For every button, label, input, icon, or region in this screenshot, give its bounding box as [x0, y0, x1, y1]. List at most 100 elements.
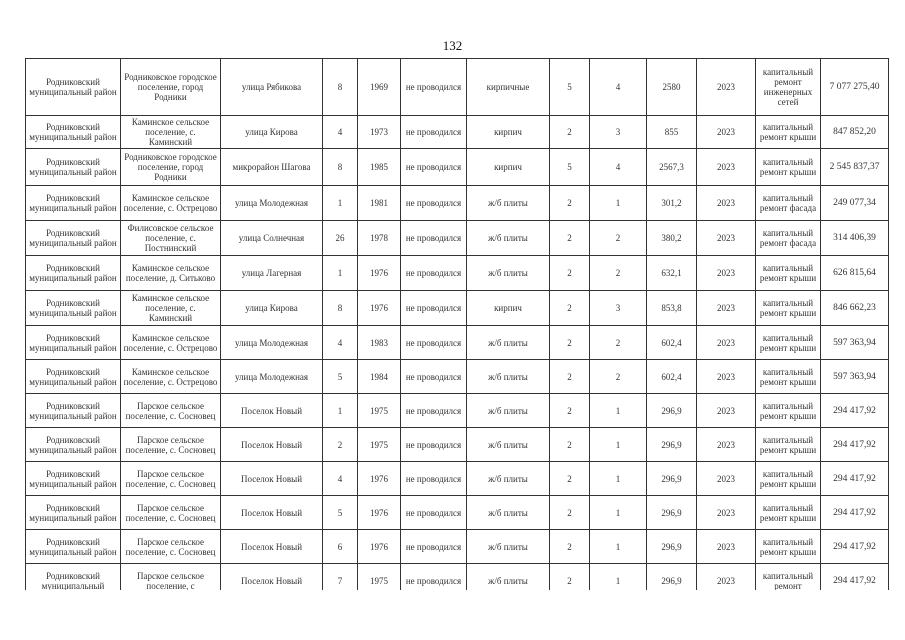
- cell-floors: 2: [549, 185, 590, 221]
- cell-build-year: 1969: [357, 58, 401, 116]
- table-row: Родниковский муниципальный район Каминско…: [25, 255, 889, 291]
- cell-floors: 5: [549, 58, 590, 116]
- cell-repair-year: 2023: [696, 529, 756, 564]
- cell-entrances: 3: [589, 290, 647, 326]
- cell-entrances: 4: [589, 58, 647, 116]
- cell-entrances: 1: [589, 495, 647, 530]
- cell-area: 602,4: [646, 359, 697, 394]
- table-row: Родниковский муниципальный район Каминско…: [25, 325, 889, 360]
- table-row: Родниковский муниципальный район Парское …: [25, 529, 889, 564]
- cell-floors: 2: [549, 495, 590, 530]
- cell-house-number: 4: [322, 461, 358, 496]
- cell-repair-type: капитальный ремонт крыши: [755, 325, 821, 360]
- cell-district: Родниковский муниципальный район: [25, 325, 121, 360]
- cell-floors: 5: [549, 148, 590, 186]
- cell-repair-year: 2023: [696, 58, 756, 116]
- cell-repair-type: капитальный ремонт крыши: [755, 393, 821, 428]
- cell-street: Поселок Новый: [220, 529, 323, 564]
- table-row: Родниковский муниципальный район Каминско…: [25, 115, 889, 149]
- cell-last-repair: не проводился: [400, 427, 467, 462]
- cell-cost: 847 852,20: [820, 115, 889, 149]
- cell-repair-type: капитальный ремонт крыши: [755, 115, 821, 149]
- cell-repair-type: капитальный ремонт крыши: [755, 148, 821, 186]
- cell-settlement: Парское сельское поселение, с. Сосновец: [120, 495, 221, 530]
- cell-repair-type: капитальный ремонт крыши: [755, 529, 821, 564]
- cell-build-year: 1975: [357, 393, 401, 428]
- cell-entrances: 4: [589, 148, 647, 186]
- cell-area: 632,1: [646, 255, 697, 291]
- cell-wall-material: кирпич: [466, 115, 550, 149]
- cell-build-year: 1978: [357, 220, 401, 256]
- table-row: Родниковский муниципальный район Родников…: [25, 58, 889, 116]
- cell-area: 2580: [646, 58, 697, 116]
- table-row: Родниковский муниципальный район Каминско…: [25, 290, 889, 326]
- table-row: Родниковский муниципальный район Каминско…: [25, 185, 889, 221]
- cell-wall-material: ж/б плиты: [466, 495, 550, 530]
- cell-settlement: Родниковское городское поселение, город …: [120, 148, 221, 186]
- cell-entrances: 1: [589, 427, 647, 462]
- table-row: Родниковский муниципальный район Парское …: [25, 427, 889, 462]
- cell-settlement: Парское сельское поселение, с. Сосновец: [120, 427, 221, 462]
- cell-cost: 597 363,94: [820, 325, 889, 360]
- cell-build-year: 1976: [357, 255, 401, 291]
- cell-area: 602,4: [646, 325, 697, 360]
- cell-repair-year: 2023: [696, 290, 756, 326]
- cell-area: 296,9: [646, 461, 697, 496]
- cell-district: Родниковский муниципальный район: [25, 148, 121, 186]
- cell-last-repair: не проводился: [400, 359, 467, 394]
- cell-floors: 2: [549, 290, 590, 326]
- cell-wall-material: ж/б плиты: [466, 461, 550, 496]
- cell-repair-year: 2023: [696, 495, 756, 530]
- cell-district: Родниковский муниципальный район: [25, 393, 121, 428]
- cell-cost: 626 815,64: [820, 255, 889, 291]
- cell-floors: 2: [549, 115, 590, 149]
- cell-street: Поселок Новый: [220, 495, 323, 530]
- cell-floors: 2: [549, 427, 590, 462]
- cell-street: улица Солнечная: [220, 220, 323, 256]
- cell-repair-year: 2023: [696, 427, 756, 462]
- cell-area: 296,9: [646, 495, 697, 530]
- cell-area: 853,8: [646, 290, 697, 326]
- cell-build-year: 1976: [357, 461, 401, 496]
- cell-cost: 846 662,23: [820, 290, 889, 326]
- cell-area: 296,9: [646, 529, 697, 564]
- table-body: Родниковский муниципальный район Родников…: [25, 58, 889, 598]
- cell-district: Родниковский муниципальный район: [25, 495, 121, 530]
- cell-house-number: 26: [322, 220, 358, 256]
- cell-house-number: 4: [322, 115, 358, 149]
- cell-entrances: 2: [589, 220, 647, 256]
- cell-street: улица Молодежная: [220, 325, 323, 360]
- cell-wall-material: ж/б плиты: [466, 185, 550, 221]
- cell-entrances: 1: [589, 185, 647, 221]
- cell-cost: 2 545 837,37: [820, 148, 889, 186]
- cell-build-year: 1976: [357, 495, 401, 530]
- cell-build-year: 1981: [357, 185, 401, 221]
- cell-build-year: 1973: [357, 115, 401, 149]
- cell-settlement: Парское сельское поселение, с. Сосновец: [120, 461, 221, 496]
- cell-area: 2567,3: [646, 148, 697, 186]
- cell-wall-material: кирпич: [466, 148, 550, 186]
- cell-district: Родниковский муниципальный район: [25, 220, 121, 256]
- cell-last-repair: не проводился: [400, 255, 467, 291]
- cell-wall-material: кирпич: [466, 290, 550, 326]
- table-row: Родниковский муниципальный район Каминско…: [25, 359, 889, 394]
- cell-district: Родниковский муниципальный район: [25, 58, 121, 116]
- cell-wall-material: ж/б плиты: [466, 529, 550, 564]
- cell-area: 380,2: [646, 220, 697, 256]
- cell-cost: 7 077 275,40: [820, 58, 889, 116]
- cell-cost: 294 417,92: [820, 495, 889, 530]
- cell-wall-material: ж/б плиты: [466, 359, 550, 394]
- cell-street: улица Молодежная: [220, 359, 323, 394]
- cell-settlement: Парское сельское поселение, с. Сосновец: [120, 393, 221, 428]
- cell-house-number: 4: [322, 325, 358, 360]
- cell-street: Поселок Новый: [220, 427, 323, 462]
- cell-last-repair: не проводился: [400, 461, 467, 496]
- cell-settlement: Каминское сельское поселение, д. Ситьков…: [120, 255, 221, 291]
- cell-repair-type: капитальный ремонт крыши: [755, 427, 821, 462]
- cell-build-year: 1983: [357, 325, 401, 360]
- cell-house-number: 1: [322, 185, 358, 221]
- cell-house-number: 1: [322, 255, 358, 291]
- cell-settlement: Каминское сельское поселение, с. Каминск…: [120, 115, 221, 149]
- cell-wall-material: ж/б плиты: [466, 220, 550, 256]
- cell-settlement: Каминское сельское поселение, с. Острецо…: [120, 359, 221, 394]
